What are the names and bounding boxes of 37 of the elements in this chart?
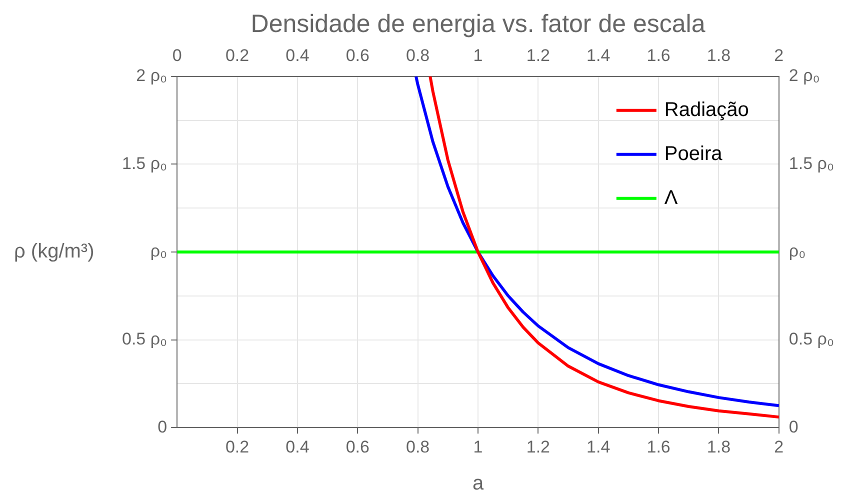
x-tick-label: 1.2 — [526, 437, 550, 456]
y-tick-label: 2 ρ₀ — [136, 66, 168, 86]
y2-tick-label: 0 — [788, 417, 798, 436]
x-tick-label: 0.8 — [406, 437, 430, 456]
x2-tick-label: 1.4 — [586, 46, 610, 65]
x-tick-label: 2 — [774, 437, 784, 456]
x2-tick-label: 0.2 — [225, 46, 250, 65]
x2-tick-label: 0.6 — [346, 46, 370, 65]
x-tick-label: 1.8 — [706, 437, 731, 456]
x2-tick-label: 1.8 — [706, 46, 731, 65]
x-tick-label: 1.4 — [586, 437, 610, 456]
y-axis-title: ρ (kg/m³) — [14, 240, 94, 263]
x2-tick-label: 2 — [774, 46, 784, 65]
x-tick-label: 0.2 — [225, 437, 250, 456]
x-tick-label: 1.6 — [646, 437, 670, 456]
x2-tick-label: 1.6 — [646, 46, 670, 65]
y-tick-label: 0.5 ρ₀ — [122, 329, 168, 348]
x-axis-title: a — [472, 472, 484, 495]
y2-tick-label: ρ₀ — [788, 242, 806, 261]
y-tick-label: 1.5 ρ₀ — [122, 154, 168, 173]
y2-tick-label: 1.5 ρ₀ — [788, 154, 834, 173]
x2-tick-label: 1 — [473, 46, 483, 65]
y-tick-label: ρ₀ — [150, 242, 168, 261]
y2-tick-label: 2 ρ₀ — [788, 66, 820, 86]
x-tick-label: 0.4 — [286, 437, 310, 456]
x2-tick-label: 0.4 — [286, 46, 310, 65]
x-tick-label: 0.6 — [346, 437, 370, 456]
legend-label: Radiação — [664, 98, 749, 121]
y-tick-label: 0 — [158, 417, 168, 436]
legend-label: Λ — [664, 186, 678, 209]
x2-tick-label: 1.2 — [526, 46, 550, 65]
x-tick-label: 1 — [473, 437, 483, 456]
y2-tick-label: 0.5 ρ₀ — [788, 329, 834, 348]
legend-label: Poeira — [664, 142, 724, 165]
chart-title: Densidade de energia vs. fator de escala — [250, 10, 706, 38]
x2-tick-label: 0.8 — [406, 46, 430, 65]
x2-tick-label: 0 — [172, 46, 182, 65]
